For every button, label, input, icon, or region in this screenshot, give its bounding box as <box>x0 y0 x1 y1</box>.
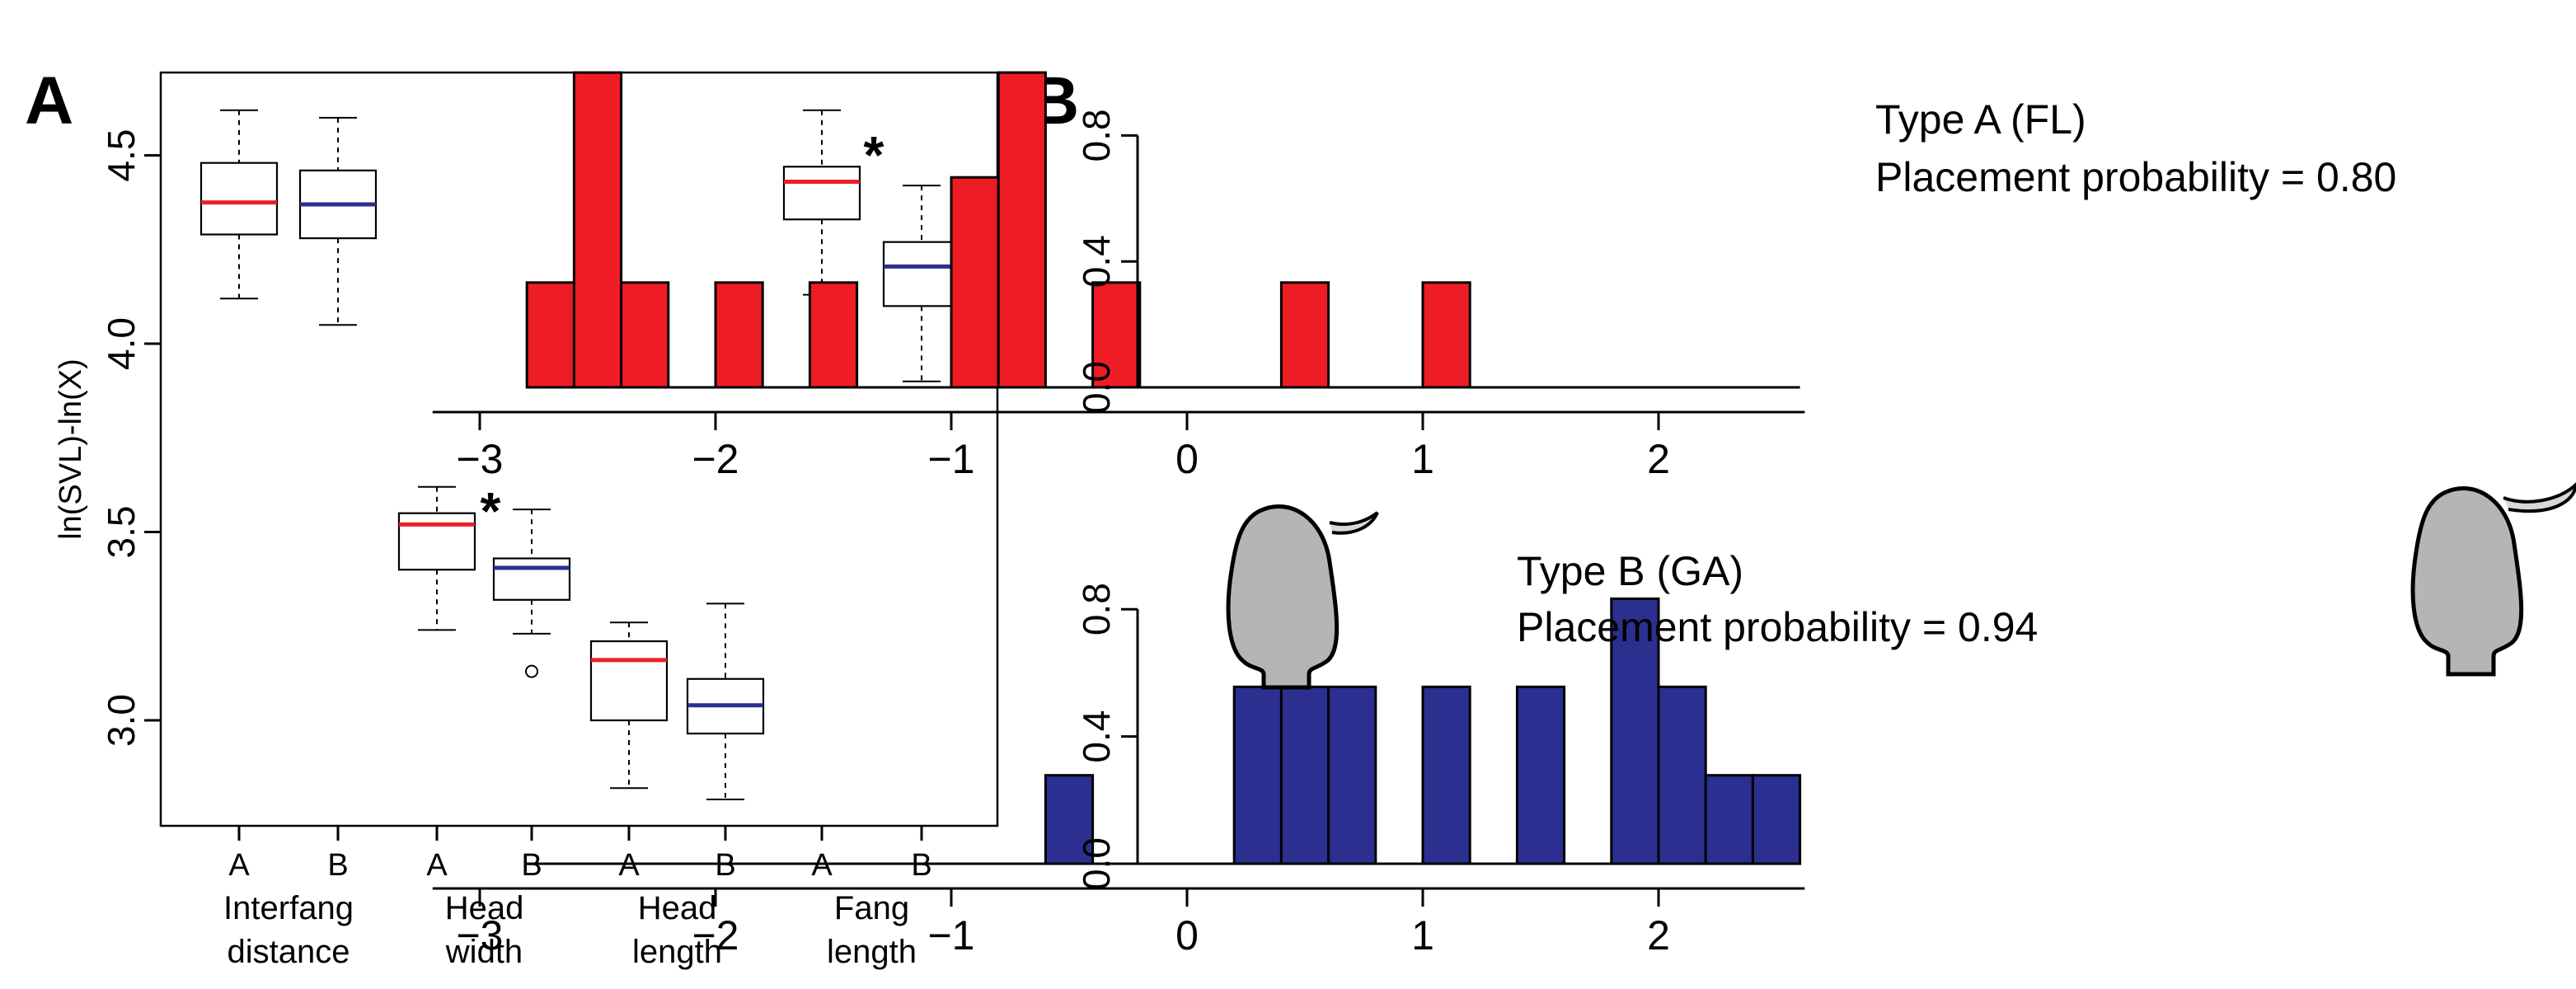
histogram-x-tick-label: 1 <box>1411 912 1434 959</box>
iqr-box <box>782 166 861 221</box>
box-interfang-b <box>298 116 378 326</box>
boxplot-category-label: A <box>228 848 250 883</box>
histogram-bar <box>1232 685 1283 865</box>
boxplot-group-label-line1: Interfang <box>223 890 354 926</box>
snake-head-short-fang-icon <box>1226 504 1379 690</box>
histogram-bar <box>1657 685 1707 865</box>
histogram-y-tick-label: 0.8 <box>1075 109 1118 162</box>
histogram-x-tick-label: 1 <box>1411 436 1434 482</box>
box-interfang-a <box>199 109 279 300</box>
histogram-x-tick-label: 2 <box>1647 436 1670 482</box>
histogram-x-tick-label: −3 <box>456 912 503 959</box>
histogram-type-a-bars <box>525 71 1800 389</box>
histogram-bar <box>1515 685 1566 865</box>
boxplot-category-label: A <box>811 848 833 883</box>
boxplot-category-label: B <box>715 848 735 883</box>
iqr-box <box>199 162 279 236</box>
boxplot-y-tick-label: 3.5 <box>100 506 143 559</box>
histogram-x-tick-label: −1 <box>927 912 974 959</box>
iqr-box <box>397 512 476 571</box>
box-head-a <box>397 485 476 631</box>
histogram-type-b-bars <box>527 597 1802 865</box>
histogram-type-b: 0.0 0.4 0.8 −3 −2 −1 0 1 2 Type B (GA) Placemen… <box>432 548 2038 959</box>
histogram-y-tick-label: 0.4 <box>1075 235 1118 288</box>
boxplot-group-label-line1: Head <box>445 890 524 926</box>
boxplot-category-label: B <box>911 848 931 883</box>
panel-letter-a: A <box>25 63 73 138</box>
histogram-type-a-subtitle: Placement probability = 0.80 <box>1875 154 2396 200</box>
histogram-x-tick-label: 2 <box>1647 912 1670 959</box>
histogram-bar <box>1421 281 1471 389</box>
boxplot-boxes: ** <box>199 109 961 801</box>
histogram-x-tick-label: −2 <box>692 436 739 482</box>
histogram-x-tick-label: −2 <box>692 912 739 959</box>
boxplot-category-label: B <box>327 848 348 883</box>
histogram-x-tick-label: −3 <box>456 436 503 482</box>
histogram-bar <box>1704 774 1754 865</box>
histogram-bar <box>808 281 859 389</box>
boxplot-category-label: A <box>618 848 640 883</box>
boxplot-group-label-line2: length <box>827 934 917 970</box>
box-fang-b <box>882 185 961 382</box>
histogram-type-a-title: Type A (FL) <box>1875 96 2086 143</box>
histogram-y-tick-label: 0.4 <box>1075 710 1118 763</box>
iqr-box <box>492 557 571 601</box>
histogram-y-tick-label: 0.8 <box>1075 583 1118 635</box>
histogram-type-a-y-axis: 0.0 0.4 0.8 <box>1075 109 1139 414</box>
histogram-type-b-x-axis: −3 −2 −1 0 1 2 <box>432 887 1805 959</box>
histogram-y-tick-label: 0.0 <box>1075 837 1118 890</box>
histogram-y-tick-label: 0.0 <box>1075 361 1118 414</box>
significance-star: * <box>864 125 884 185</box>
histogram-bar <box>525 281 575 389</box>
histogram-type-a-x-axis: −3 −2 −1 0 1 2 <box>432 410 1805 482</box>
histogram-bar <box>1610 597 1660 865</box>
histogram-type-b-subtitle: Placement probability = 0.94 <box>1517 604 2038 650</box>
boxplot-x-axis: A B A B A B A B Interfang distance Head width Head le… <box>223 826 932 970</box>
boxplot-group-label-line1: Fang <box>834 890 909 926</box>
histogram-bar <box>1279 685 1330 865</box>
histogram-bar <box>1279 281 1330 389</box>
significance-star: * <box>481 481 501 541</box>
histogram-bar <box>950 176 1000 389</box>
histogram-bar <box>1751 774 1802 865</box>
boxplot-y-axis: 3.0 3.5 4.0 4.5 <box>100 129 161 747</box>
boxplot-y-tick-label: 4.5 <box>100 129 143 182</box>
boxplot-group-label-line2: length <box>632 934 722 970</box>
histogram-x-tick-label: 0 <box>1175 912 1199 959</box>
histogram-type-b-y-axis: 0.0 0.4 0.8 <box>1075 583 1139 890</box>
histogram-bar <box>572 71 623 389</box>
boxplot-category-label: B <box>521 848 542 883</box>
boxplot-group-label-line1: Head <box>638 890 717 926</box>
histogram-type-a: 0.0 0.4 0.8 −3 −2 −1 0 1 2 Type A (FL) Placemen… <box>432 71 2396 482</box>
histogram-bar <box>1421 685 1471 865</box>
histogram-bar <box>1044 774 1095 865</box>
box-head-a <box>589 621 669 790</box>
boxplot-y-tick-label: 3.0 <box>100 694 143 747</box>
histogram-bar <box>714 281 764 389</box>
histogram-bar <box>997 71 1047 389</box>
outlier-point <box>525 664 538 678</box>
boxplot-group-label-line2: distance <box>228 934 350 970</box>
histogram-panel: B 0.0 0.4 0.8 −3 −2 −1 0 1 2 Type A (FL) Placem… <box>432 63 2576 959</box>
boxplot-y-axis-label: ln(SVL)-ln(X) <box>54 359 88 540</box>
box-head-b <box>492 509 571 678</box>
boxplot-group-label-line2: width <box>445 934 523 970</box>
histogram-type-b-title: Type B (GA) <box>1517 548 1743 594</box>
histogram-bar <box>1091 281 1142 389</box>
box-head-b <box>686 602 765 801</box>
snake-head-long-fang-icon <box>2410 482 2576 677</box>
iqr-box <box>589 640 669 722</box>
histogram-x-tick-label: 0 <box>1175 436 1199 482</box>
iqr-box <box>882 241 961 307</box>
histogram-bar <box>1327 685 1377 865</box>
boxplot-y-tick-label: 4.0 <box>100 317 143 370</box>
histogram-x-tick-label: −1 <box>927 436 974 482</box>
boxplot-category-label: A <box>426 848 448 883</box>
histogram-bar <box>620 281 670 389</box>
